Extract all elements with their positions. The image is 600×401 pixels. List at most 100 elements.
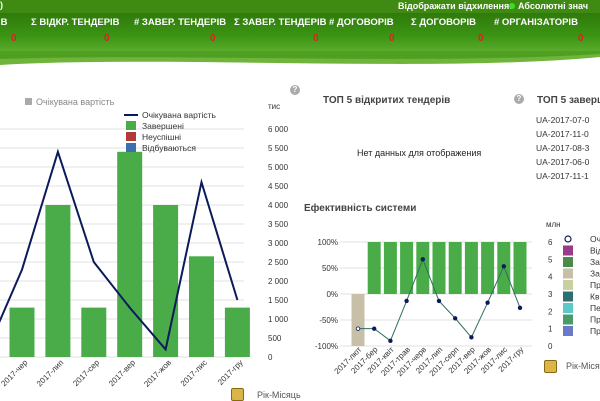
- y-tick-label: 3 500: [268, 220, 289, 229]
- legend-label: Пр: [590, 326, 600, 336]
- kpi-value: 0: [478, 33, 484, 44]
- legend-label: Неуспішні: [142, 132, 181, 142]
- data-point: [355, 326, 361, 331]
- bar: [432, 242, 446, 294]
- y-axis-unit: млн: [546, 220, 561, 229]
- legend-swatch: [126, 132, 136, 141]
- x-tick-label: 2017-лис: [179, 358, 209, 387]
- legend-swatch: [563, 268, 573, 279]
- y-right-tick-label: 1: [548, 325, 553, 334]
- legend-swatch: [126, 143, 136, 152]
- period-icon[interactable]: [544, 360, 557, 373]
- kpi-label: # ДОГОВОРІВ: [329, 17, 394, 28]
- legend-label: Від: [590, 246, 600, 256]
- y-tick-label: 50%: [322, 264, 338, 273]
- y-right-tick-label: 6: [548, 238, 553, 247]
- tender-link[interactable]: UA-2017-11-0: [536, 129, 589, 139]
- y-right-tick-label: 4: [548, 273, 553, 282]
- legend-swatch: [563, 303, 573, 313]
- radio-absolute-values[interactable]: [509, 3, 515, 9]
- y-tick-label: 4 500: [268, 182, 289, 191]
- expected-value-legend[interactable]: Очікувана вартість: [25, 97, 114, 107]
- y-tick-label: 5 000: [268, 163, 289, 172]
- data-point: [469, 335, 474, 340]
- kpi-label: ІВ: [0, 17, 8, 28]
- bar: [367, 242, 381, 294]
- kpi-value: 0: [11, 33, 17, 44]
- x-tick-label: 2017-вер: [107, 358, 137, 387]
- absolute-values-option[interactable]: Абсолютні знач: [518, 1, 589, 11]
- top-completed-title: ТОП 5 заверш: [537, 95, 600, 106]
- top-bar-paren: ): [0, 0, 3, 10]
- legend-swatch: [126, 121, 136, 130]
- kpi-value: 0: [313, 33, 319, 44]
- legend-label: Відбуваються: [142, 143, 196, 153]
- data-point: [371, 326, 377, 331]
- kpi-value: 0: [104, 33, 110, 44]
- bar: [224, 307, 250, 357]
- legend-label: Пр: [590, 315, 600, 325]
- legend-swatch: [563, 245, 573, 256]
- y-tick-label: 0: [268, 353, 273, 362]
- x-tick-label: 2017-лип: [35, 358, 65, 387]
- legend-swatch: [563, 314, 573, 325]
- period-icon[interactable]: [231, 388, 244, 401]
- bar: [189, 256, 214, 357]
- bar: [153, 205, 179, 357]
- bar: [464, 242, 478, 294]
- top-bar: ) Відображати відхилення: Абсолютні знач: [0, 0, 600, 13]
- bar: [513, 242, 527, 294]
- efficiency-title: Ефективність системи: [304, 203, 417, 214]
- y-right-tick-label: 3: [548, 290, 553, 299]
- bar: [9, 307, 35, 357]
- legend-swatch: [563, 326, 573, 336]
- top-open-tenders-title: ТОП 5 відкритих тендерів: [323, 95, 451, 106]
- tender-link[interactable]: UA-2017-11-1: [536, 171, 589, 181]
- x-tick-label: 2017-жов: [142, 358, 173, 387]
- kpi-label: Σ ВІДКР. ТЕНДЕРІВ: [31, 17, 120, 28]
- series-line: [0, 148, 239, 352]
- efficiency-chart: -100%-50%0%50%100%0123456млн2017-лют2017…: [315, 220, 600, 378]
- kpi-label: Σ ЗАВЕР. ТЕНДЕРІВ: [234, 17, 327, 28]
- bar: [416, 242, 430, 294]
- legend-label: Пе: [590, 303, 600, 313]
- legend-label: За: [590, 257, 600, 267]
- y-tick-label: 2 000: [268, 277, 289, 286]
- data-point: [517, 305, 523, 311]
- legend-swatch: [563, 291, 573, 302]
- tender-link[interactable]: UA-2017-08-3: [536, 143, 590, 153]
- x-tick-label: 2017-гру: [216, 358, 245, 387]
- no-data-message: Нет данных для отображения: [357, 148, 482, 158]
- data-point: [404, 298, 409, 304]
- y-right-tick-label: 5: [548, 255, 553, 264]
- tender-link[interactable]: UA-2017-06-0: [536, 157, 590, 167]
- period-label[interactable]: Рік-Місяць: [257, 390, 301, 400]
- help-icon[interactable]: ?: [514, 94, 524, 104]
- kpi-strip: ІВ 0 Σ ВІДКР. ТЕНДЕРІВ 0 # ЗАВЕР. ТЕНДЕР…: [0, 13, 600, 51]
- tenders-chart: 0 500 1 000 1 500 2 000 2 500 3 000 3 500 4 000 4…: [0, 102, 289, 387]
- help-icon[interactable]: ?: [290, 85, 300, 95]
- period-label[interactable]: Рік-Місяц: [566, 361, 600, 371]
- legend-label: Очікувана вартість: [142, 110, 217, 120]
- x-tick-label: 2017-сер: [71, 358, 101, 387]
- kpi-value: 0: [578, 33, 584, 44]
- y-axis-unit: тис: [268, 102, 280, 111]
- bar: [117, 151, 143, 357]
- legend-swatch: [563, 257, 573, 267]
- legend-marker: [564, 235, 572, 243]
- legend-swatch: [25, 98, 32, 105]
- y-tick-label: -100%: [315, 342, 338, 351]
- y-tick-label: 6 000: [268, 125, 289, 134]
- legend-swatch: [563, 280, 573, 290]
- data-point: [388, 338, 393, 343]
- tender-link[interactable]: UA-2017-07-0: [536, 115, 590, 125]
- kpi-label: Σ ДОГОВОРІВ: [411, 17, 476, 28]
- x-tick-label: 2017-чер: [0, 358, 30, 387]
- header-wave: [0, 51, 600, 65]
- data-point: [485, 300, 490, 305]
- y-tick-label: 4 000: [268, 201, 289, 210]
- data-point: [452, 316, 458, 321]
- y-tick-label: 5 500: [268, 144, 289, 153]
- y-tick-label: 1 000: [268, 315, 289, 324]
- y-tick-label: 1 500: [268, 296, 289, 305]
